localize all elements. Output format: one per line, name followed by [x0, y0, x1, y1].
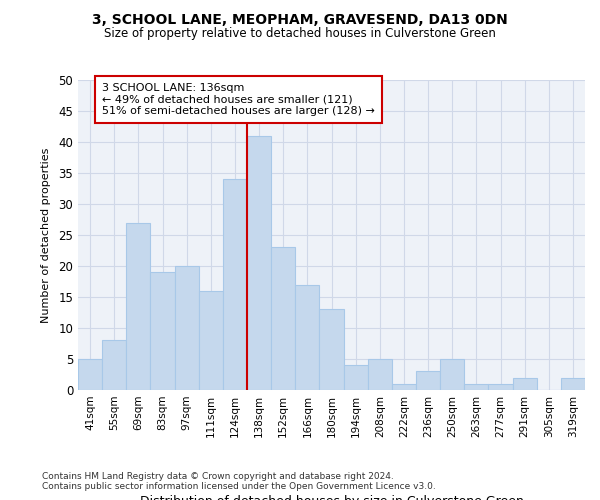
Bar [464, 384, 488, 390]
Bar [440, 359, 464, 390]
Bar [319, 310, 344, 390]
Text: Size of property relative to detached houses in Culverstone Green: Size of property relative to detached ho… [104, 28, 496, 40]
X-axis label: Distribution of detached houses by size in Culverstone Green: Distribution of detached houses by size … [140, 496, 523, 500]
Bar [512, 378, 537, 390]
Bar [223, 179, 247, 390]
Bar [488, 384, 512, 390]
Bar [295, 284, 319, 390]
Text: 3, SCHOOL LANE, MEOPHAM, GRAVESEND, DA13 0DN: 3, SCHOOL LANE, MEOPHAM, GRAVESEND, DA13… [92, 12, 508, 26]
Bar [199, 291, 223, 390]
Text: 3 SCHOOL LANE: 136sqm
← 49% of detached houses are smaller (121)
51% of semi-det: 3 SCHOOL LANE: 136sqm ← 49% of detached … [102, 83, 375, 116]
Bar [175, 266, 199, 390]
Bar [126, 222, 151, 390]
Bar [561, 378, 585, 390]
Bar [392, 384, 416, 390]
Y-axis label: Number of detached properties: Number of detached properties [41, 148, 52, 322]
Bar [271, 248, 295, 390]
Bar [368, 359, 392, 390]
Bar [247, 136, 271, 390]
Bar [78, 359, 102, 390]
Bar [151, 272, 175, 390]
Bar [416, 372, 440, 390]
Text: Contains HM Land Registry data © Crown copyright and database right 2024.: Contains HM Land Registry data © Crown c… [42, 472, 394, 481]
Text: Contains public sector information licensed under the Open Government Licence v3: Contains public sector information licen… [42, 482, 436, 491]
Bar [344, 365, 368, 390]
Bar [102, 340, 126, 390]
